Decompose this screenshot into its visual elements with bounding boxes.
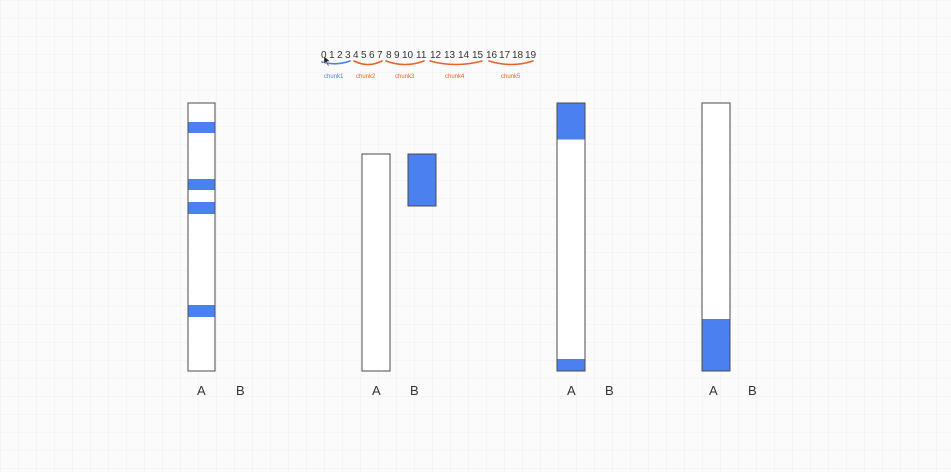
index-18: 18: [512, 50, 524, 61]
index-17: 17: [499, 50, 511, 61]
index-7: 7: [377, 50, 383, 61]
group1-label-a: A: [197, 383, 206, 398]
group1-block-3: [188, 202, 215, 214]
group2-label-b: B: [410, 383, 419, 398]
group4-block-bottom: [702, 319, 730, 371]
group1-column-a: [187, 102, 216, 372]
chunk5-bracket: [488, 60, 534, 66]
index-15: 15: [472, 50, 484, 61]
chunk2-label: chunk2: [356, 74, 376, 80]
chunk3-label: chunk3: [395, 74, 415, 80]
index-3: 3: [345, 50, 351, 61]
group3-label-b: B: [605, 383, 614, 398]
index-19: 19: [525, 50, 537, 61]
group1-label-b: B: [236, 383, 245, 398]
index-10: 10: [402, 50, 414, 61]
index-5: 5: [361, 50, 367, 61]
group-4: A B: [701, 102, 757, 398]
index-4: 4: [353, 50, 359, 61]
chunk3-bracket: [385, 60, 425, 66]
group3-column-a: [556, 102, 586, 372]
index-11: 11: [416, 50, 427, 61]
group3-block-top: [557, 103, 585, 140]
group3-block-bottom: [557, 359, 585, 371]
group1-block-1: [188, 122, 215, 133]
group-3: A B: [556, 102, 614, 398]
index-6: 6: [369, 50, 375, 61]
group-1: A B: [187, 102, 245, 398]
chunk4-label: chunk4: [445, 74, 465, 80]
group2-block-b: [407, 153, 437, 207]
chunk-brackets: [321, 60, 534, 66]
index-0: 0: [321, 50, 327, 61]
chunk5-label: chunk5: [501, 74, 521, 80]
group3-label-a: A: [567, 383, 576, 398]
index-8: 8: [386, 50, 392, 61]
group2-column-a: [361, 153, 391, 372]
index-9: 9: [394, 50, 400, 61]
group-2: A B: [361, 153, 437, 398]
chunk4-bracket: [429, 60, 483, 66]
chunk1-label: chunk1: [324, 74, 344, 80]
chunk-labels: chunk1 chunk2 chunk3 chunk4 chunk5: [324, 74, 521, 80]
index-2: 2: [337, 50, 343, 61]
index-12: 12: [430, 50, 442, 61]
cursor-icon: [323, 55, 331, 67]
index-16: 16: [486, 50, 498, 61]
group1-block-2: [188, 179, 215, 190]
group4-label-a: A: [709, 383, 718, 398]
index-13: 13: [444, 50, 456, 61]
group2-label-a: A: [372, 383, 381, 398]
index-1: 1: [329, 50, 335, 61]
group1-block-4: [188, 305, 215, 317]
index-14: 14: [458, 50, 470, 61]
group4-label-b: B: [748, 383, 757, 398]
index-row: 0 1 2 3 4 5 6 7 8 9 10 11 12 13 14 15 16…: [321, 50, 537, 61]
chunk2-bracket: [353, 60, 383, 66]
